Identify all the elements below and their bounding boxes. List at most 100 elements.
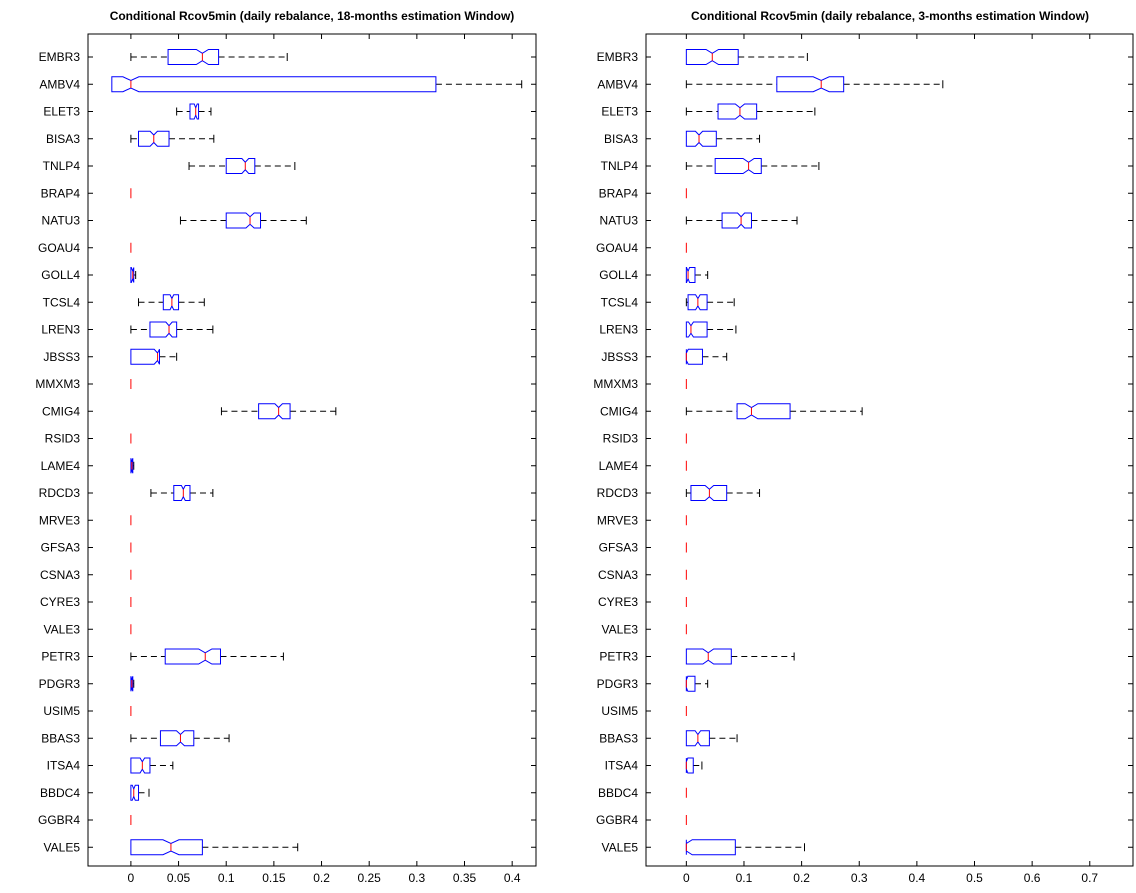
category-label: RDCD3 — [597, 486, 639, 500]
boxplot-lren3 — [685, 321, 737, 338]
x-tick-label: 0.2 — [793, 871, 810, 885]
box — [685, 321, 708, 338]
box — [714, 158, 762, 174]
box — [776, 76, 845, 93]
box — [685, 130, 717, 147]
category-label: TNLP4 — [601, 159, 639, 173]
x-tick-label: 0.25 — [358, 871, 382, 885]
category-label: CMIG4 — [42, 404, 80, 418]
category-label: RSID3 — [45, 432, 81, 446]
box — [685, 267, 696, 283]
category-label: AMBV4 — [597, 77, 638, 91]
category-label: ITSA4 — [47, 759, 81, 773]
x-tick-label: 0.5 — [966, 871, 983, 885]
boxplot-elet3 — [176, 103, 212, 120]
category-label: GFSA3 — [41, 541, 81, 555]
category-label: CSNA3 — [40, 568, 80, 582]
box — [111, 76, 437, 93]
boxplot-bisa3 — [685, 130, 761, 147]
category-label: BISA3 — [604, 132, 638, 146]
box — [173, 485, 191, 501]
box — [690, 485, 728, 501]
box — [685, 648, 732, 665]
category-label: GOAU4 — [596, 241, 638, 255]
category-label: LAME4 — [599, 459, 639, 473]
category-label: GOLL4 — [599, 268, 638, 282]
boxplot-embr3 — [130, 49, 288, 65]
category-label: JBSS3 — [601, 350, 638, 364]
boxplot-itsa4 — [685, 757, 703, 774]
box — [685, 839, 736, 856]
category-label: MMXM3 — [35, 377, 80, 391]
box — [225, 212, 262, 229]
category-label: TCSL4 — [43, 295, 81, 309]
category-label: CSNA3 — [598, 568, 638, 582]
category-label: EMBR3 — [39, 50, 81, 64]
category-label: MMXM3 — [593, 377, 638, 391]
x-tick-label: 0.15 — [262, 871, 286, 885]
category-label: VALE3 — [602, 622, 639, 636]
category-label: BRAP4 — [41, 186, 81, 200]
category-label: NATU3 — [42, 214, 81, 228]
box — [130, 348, 160, 365]
box — [685, 757, 694, 774]
boxplot-embr3 — [685, 49, 808, 65]
boxplot-lame4 — [130, 458, 135, 474]
box — [130, 267, 135, 283]
right-boxplot-panel: Conditional Rcov5min (daily rebalance, 3… — [593, 9, 1134, 885]
box — [685, 675, 696, 692]
boxplot-tnlp4 — [188, 158, 296, 174]
boxplot-bisa3 — [130, 130, 215, 147]
category-label: VALE3 — [44, 622, 81, 636]
x-tick-label: 0.1 — [218, 871, 235, 885]
box — [189, 103, 200, 120]
boxplot-tnlp4 — [685, 158, 820, 174]
boxplot-pdgr3 — [130, 676, 135, 692]
category-label: GOAU4 — [38, 241, 80, 255]
boxplot-ambv4 — [685, 76, 944, 93]
boxplot-jbss3 — [130, 348, 178, 365]
x-tick-label: 0.05 — [167, 871, 191, 885]
category-label: PDGR3 — [597, 677, 639, 691]
category-label: ELET3 — [43, 105, 80, 119]
category-label: RDCD3 — [39, 486, 81, 500]
boxplot-ambv4 — [111, 76, 523, 93]
box — [717, 103, 758, 120]
category-label: BBAS3 — [599, 731, 638, 745]
boxplot-goll4 — [685, 267, 709, 283]
boxplot-bbas3 — [130, 730, 230, 747]
category-label: NATU3 — [600, 214, 639, 228]
boxplot-pdgr3 — [685, 675, 709, 692]
box — [130, 784, 140, 801]
x-tick-label: 0.1 — [736, 871, 753, 885]
box — [164, 648, 221, 665]
box — [225, 158, 256, 174]
category-label: CYRE3 — [598, 595, 638, 609]
category-label: LREN3 — [41, 323, 80, 337]
category-label: RSID3 — [603, 432, 639, 446]
category-label: PDGR3 — [39, 677, 81, 691]
boxplot-vale5 — [130, 839, 299, 856]
left-chart-title: Conditional Rcov5min (daily rebalance, 1… — [110, 9, 515, 23]
category-label: GGBR4 — [596, 813, 638, 827]
boxplot-natu3 — [179, 212, 307, 229]
boxplot-bbdc4 — [130, 784, 150, 801]
boxplot-cmig4 — [685, 403, 863, 420]
x-tick-label: 0 — [128, 871, 135, 885]
boxplot-petr3 — [130, 648, 284, 665]
boxplot-petr3 — [685, 648, 795, 665]
plot-frame — [87, 33, 537, 867]
category-label: BISA3 — [46, 132, 80, 146]
category-label: EMBR3 — [597, 50, 639, 64]
box — [685, 49, 739, 65]
boxplot-natu3 — [685, 212, 798, 229]
x-tick-label: 0.6 — [1024, 871, 1041, 885]
box — [687, 294, 708, 311]
right-chart-title: Conditional Rcov5min (daily rebalance, 3… — [691, 9, 1089, 23]
box — [721, 212, 752, 229]
boxplot-tcsl4 — [685, 294, 735, 311]
box — [162, 294, 180, 311]
x-tick-label: 0.3 — [409, 871, 426, 885]
